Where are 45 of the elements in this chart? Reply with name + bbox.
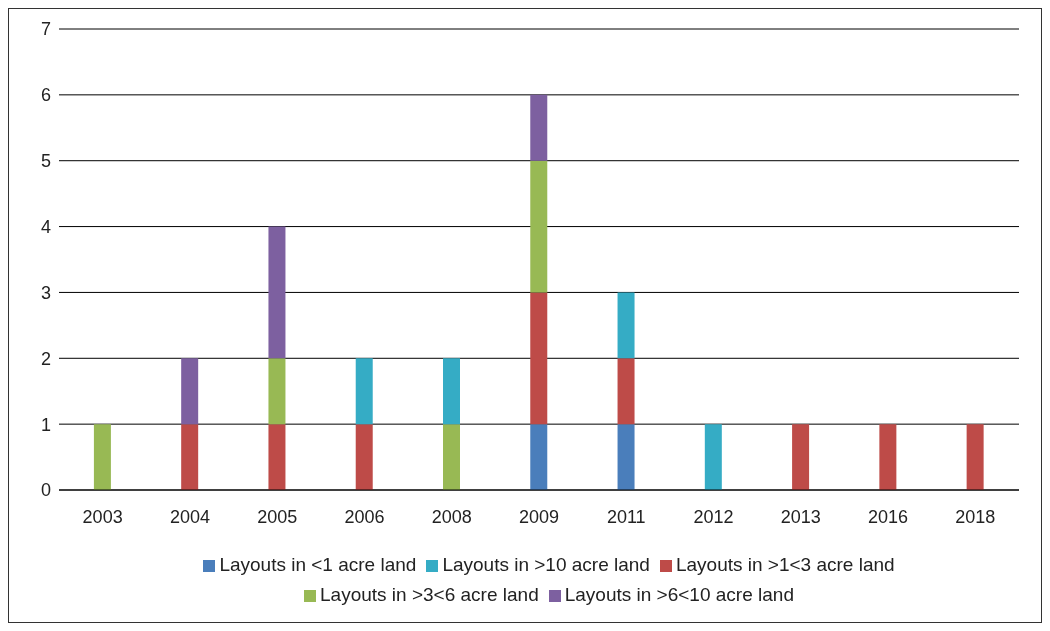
bar	[443, 424, 460, 490]
bar	[704, 424, 722, 490]
bar	[617, 292, 635, 359]
bar	[268, 424, 286, 490]
x-tick-label: 2012	[693, 506, 734, 527]
x-tick-label: 2011	[606, 506, 646, 527]
y-tick-label: 5	[40, 151, 51, 172]
x-tick-label: 2005	[257, 506, 298, 527]
x-tick-label: 2016	[868, 506, 909, 527]
x-tick-label: 2013	[780, 506, 821, 527]
x-tick-label: 2018	[955, 506, 996, 527]
bar	[617, 358, 635, 425]
bar	[93, 424, 111, 490]
x-tick-label: 2006	[344, 506, 385, 527]
bar	[268, 226, 286, 359]
bar	[355, 424, 373, 490]
x-tick-label: 2004	[169, 506, 210, 527]
y-tick-label: 0	[40, 480, 51, 501]
legend-label: Layouts in >6<10 acre land	[564, 584, 794, 605]
bar	[530, 160, 548, 293]
bar	[530, 292, 548, 425]
legend-label: Layouts in >1<3 acre land	[675, 554, 895, 575]
x-tick-label: 2009	[518, 506, 560, 527]
bar	[268, 358, 286, 425]
bar	[181, 358, 199, 425]
x-tick-label: 2003	[82, 506, 123, 527]
legend-label: Layouts in <1 acre land	[219, 554, 417, 575]
legend-label: Layouts in >3<6 acre land	[320, 584, 539, 605]
y-tick-label: 7	[40, 19, 51, 40]
bar	[879, 424, 897, 490]
bar	[530, 424, 548, 490]
bar	[355, 358, 373, 425]
bar	[966, 424, 984, 490]
y-tick-label: 2	[40, 348, 51, 369]
bar	[617, 424, 635, 490]
bar	[443, 358, 460, 425]
y-tick-label: 4	[40, 216, 51, 237]
y-tick-label: 1	[40, 414, 51, 435]
bar	[181, 424, 199, 490]
bar	[792, 424, 810, 490]
legend-label: Layouts in >10 acre land	[442, 554, 650, 575]
y-tick-label: 3	[40, 282, 51, 303]
bar	[530, 94, 548, 161]
y-tick-label: 6	[40, 85, 51, 106]
x-tick-label: 2008	[431, 506, 472, 527]
